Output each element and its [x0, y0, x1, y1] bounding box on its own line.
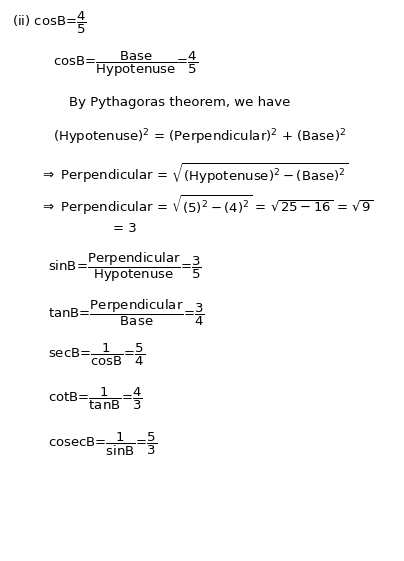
Text: cosecB=$\dfrac{1}{\mathsf{sinB}}$=$\dfrac{5}{3}$: cosecB=$\dfrac{1}{\mathsf{sinB}}$=$\dfra…: [48, 431, 158, 458]
Text: $\Rightarrow$ Perpendicular = $\sqrt{(5)^{2}-(4)^{2}}$ = $\sqrt{25-16}$ = $\sqrt: $\Rightarrow$ Perpendicular = $\sqrt{(5)…: [40, 193, 374, 217]
Text: sinB=$\dfrac{\mathsf{Perpendicular}}{\mathsf{Hypotenuse}}$=$\dfrac{3}{5}$: sinB=$\dfrac{\mathsf{Perpendicular}}{\ma…: [48, 250, 202, 284]
Text: (Hypotenuse)$^{2}$ = (Perpendicular)$^{2}$ + (Base)$^{2}$: (Hypotenuse)$^{2}$ = (Perpendicular)$^{2…: [53, 128, 346, 147]
Text: By Pythagoras theorem, we have: By Pythagoras theorem, we have: [69, 95, 290, 109]
Text: secB=$\dfrac{1}{\mathsf{cosB}}$=$\dfrac{5}{4}$: secB=$\dfrac{1}{\mathsf{cosB}}$=$\dfrac{…: [48, 342, 145, 368]
Text: tanB=$\dfrac{\mathsf{Perpendicular}}{\mathsf{Base}}$=$\dfrac{3}{4}$: tanB=$\dfrac{\mathsf{Perpendicular}}{\ma…: [48, 297, 205, 328]
Text: (ii) cosB=$\dfrac{4}{5}$: (ii) cosB=$\dfrac{4}{5}$: [12, 10, 87, 35]
Text: cotB=$\dfrac{1}{\mathsf{tanB}}$=$\dfrac{4}{3}$: cotB=$\dfrac{1}{\mathsf{tanB}}$=$\dfrac{…: [48, 387, 143, 412]
Text: $\Rightarrow$ Perpendicular = $\sqrt{(\mathsf{Hypotenuse})^{2}-(\mathsf{Base})^{: $\Rightarrow$ Perpendicular = $\sqrt{(\m…: [40, 162, 349, 186]
Text: cosB=$\dfrac{\mathsf{Base}}{\mathsf{Hypotenuse}}$=$\dfrac{4}{5}$: cosB=$\dfrac{\mathsf{Base}}{\mathsf{Hypo…: [53, 50, 198, 79]
Text: = 3: = 3: [113, 222, 137, 236]
